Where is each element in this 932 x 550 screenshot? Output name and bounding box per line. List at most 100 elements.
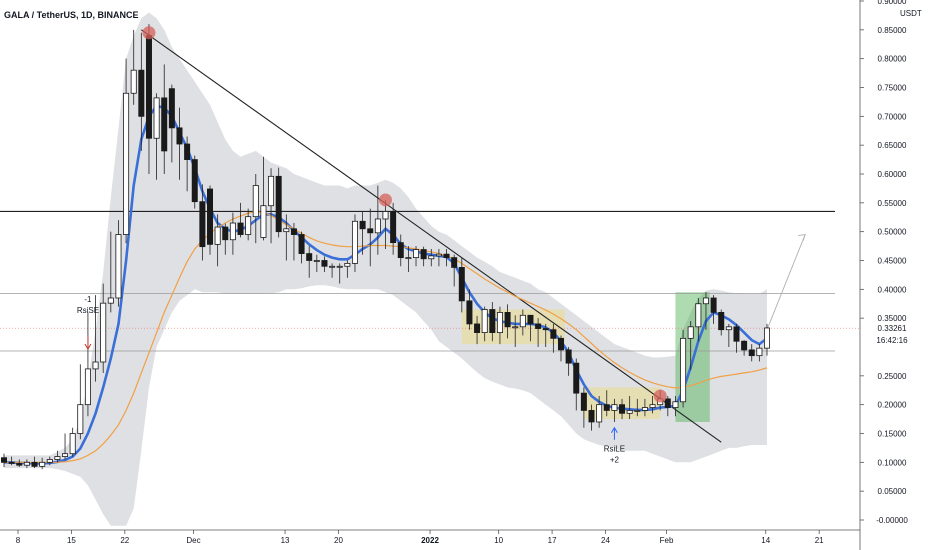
- candle-body: [435, 253, 442, 257]
- candle-body: [23, 461, 30, 466]
- signal-arrow-head: [84, 343, 92, 350]
- candle-body: [565, 349, 572, 364]
- candle: [435, 248, 442, 267]
- candle-body: [344, 262, 351, 267]
- candle-body: [237, 222, 244, 235]
- y-tick-label: 0.10000: [878, 458, 907, 467]
- candle-body: [69, 433, 76, 455]
- candle-body: [229, 222, 236, 241]
- candle-body: [374, 218, 381, 234]
- x-tick-label: 10: [494, 536, 503, 545]
- candle: [0, 453, 7, 467]
- candle: [359, 211, 366, 255]
- y-tick-label: 0.35000: [878, 314, 907, 323]
- candle: [153, 93, 160, 180]
- candle: [199, 184, 206, 261]
- candle: [214, 214, 221, 267]
- candle-body: [413, 249, 420, 259]
- candle-body: [619, 404, 626, 414]
- candle: [603, 390, 610, 417]
- candle-body: [16, 463, 23, 466]
- candle-body: [245, 216, 252, 235]
- x-tick-label: 21: [815, 536, 824, 545]
- candle: [466, 289, 473, 330]
- candle: [115, 220, 122, 307]
- trendline: [141, 29, 722, 443]
- signal-label: -1: [84, 295, 92, 304]
- candle: [725, 323, 732, 347]
- y-tick-label: 0.65000: [878, 141, 907, 150]
- candle-body: [725, 326, 732, 331]
- current-price-tag: 0.33261: [878, 324, 907, 333]
- candle-body: [588, 410, 595, 423]
- candle: [596, 396, 603, 428]
- candle: [573, 358, 580, 411]
- candle: [458, 257, 465, 313]
- candle: [634, 398, 641, 417]
- candle: [46, 456, 53, 466]
- candle: [374, 185, 381, 255]
- candle-body: [710, 297, 717, 313]
- candle-body: [176, 127, 183, 145]
- candle: [687, 321, 694, 371]
- candle-body: [39, 461, 46, 467]
- x-tick-label: 24: [601, 536, 610, 545]
- candle: [23, 459, 30, 469]
- candle-body: [504, 311, 511, 328]
- candle-body: [283, 228, 290, 233]
- candle: [290, 223, 297, 261]
- candle: [275, 167, 282, 238]
- candle-body: [313, 260, 320, 262]
- y-tick-label: 0.80000: [878, 55, 907, 64]
- candle: [512, 315, 519, 347]
- candle-body: [527, 314, 534, 325]
- candle: [184, 136, 191, 192]
- candle-body: [290, 228, 297, 235]
- candle-body: [168, 88, 175, 129]
- candle: [123, 58, 130, 244]
- candle: [702, 292, 709, 330]
- candle-body: [535, 323, 542, 329]
- candle-body: [207, 188, 214, 245]
- candle-body: [8, 461, 15, 464]
- candle: [31, 456, 38, 469]
- candle-body: [428, 255, 435, 260]
- candle: [405, 246, 412, 273]
- candle: [351, 214, 358, 273]
- candle: [176, 107, 183, 180]
- y-tick-label: 0.25000: [878, 372, 907, 381]
- candle: [344, 260, 351, 278]
- candle: [245, 208, 252, 241]
- x-tick-label: 15: [67, 536, 76, 545]
- candle-body: [397, 242, 404, 259]
- x-tick-label: 14: [761, 536, 770, 545]
- candle: [100, 283, 107, 373]
- x-tick-label: 2022: [421, 536, 439, 545]
- candle-body: [222, 226, 229, 241]
- candle-body: [115, 234, 122, 299]
- candle: [207, 185, 214, 255]
- candle: [39, 457, 46, 470]
- candle: [336, 263, 343, 284]
- candle: [397, 234, 404, 267]
- candle: [62, 433, 69, 460]
- candle: [237, 202, 244, 238]
- candle-body: [275, 175, 282, 233]
- candle: [489, 302, 496, 342]
- signal-label: RsiLE: [604, 445, 625, 454]
- x-tick-label: 22: [120, 536, 129, 545]
- candle: [252, 174, 259, 244]
- candle-body: [573, 362, 580, 394]
- candle: [168, 84, 175, 163]
- candle-body: [580, 392, 587, 411]
- candle: [741, 340, 748, 356]
- candle: [588, 404, 595, 431]
- candle: [733, 323, 740, 353]
- candle-body: [733, 326, 740, 342]
- candle: [222, 223, 229, 255]
- candle: [329, 263, 336, 278]
- candle: [451, 254, 458, 287]
- candle: [641, 398, 648, 417]
- candle-body: [382, 211, 389, 220]
